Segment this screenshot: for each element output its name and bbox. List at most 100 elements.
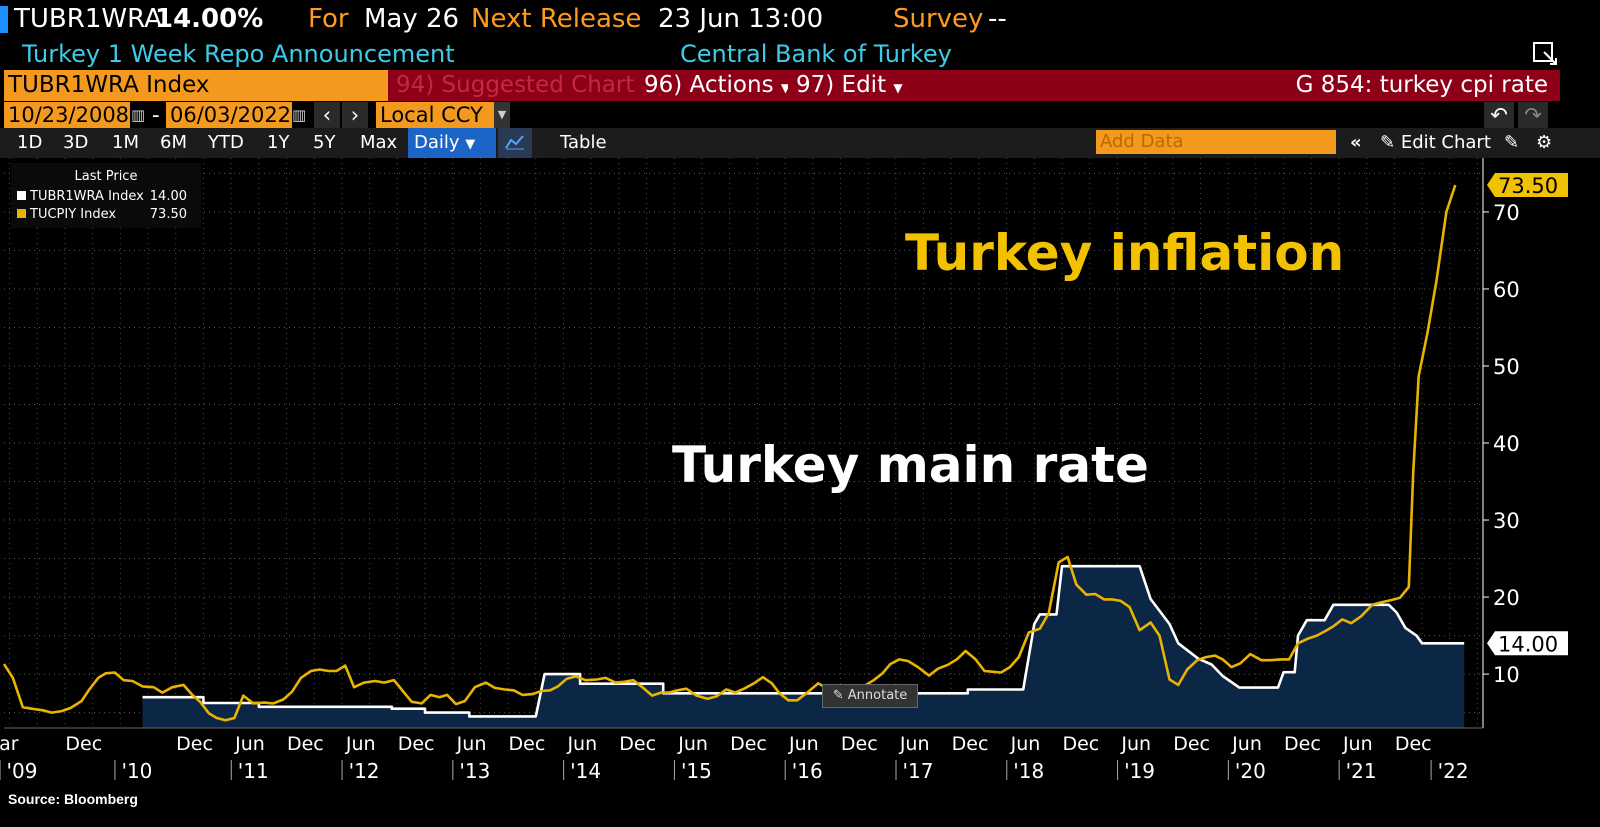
x-tick-label: Jun <box>1010 733 1041 755</box>
legend-value: 14.00 <box>149 189 187 204</box>
x-tick-label: Jun <box>566 733 597 755</box>
period-5y[interactable]: 5Y <box>313 132 336 153</box>
x-year-label: '11 <box>238 759 269 783</box>
for-date: May 26 <box>364 4 460 34</box>
survey-label: Survey <box>893 4 984 34</box>
x-year-label: '13 <box>459 759 490 783</box>
legend-swatch <box>17 209 26 218</box>
ticker-marker <box>0 6 8 33</box>
x-year-label: '09 <box>7 759 38 783</box>
y-tick-label: 10 <box>1493 663 1520 687</box>
calendar-icon[interactable]: ▥ <box>131 106 146 124</box>
chevron-down-icon[interactable]: ▼ <box>494 102 510 128</box>
annotate-button[interactable]: ✎ Annotate <box>822 684 918 708</box>
prev-period-button[interactable]: ‹ <box>314 102 340 128</box>
security-field[interactable]: TUBR1WRA Index <box>4 70 388 101</box>
x-year-label: '19 <box>1124 759 1155 783</box>
y-tick-label: 20 <box>1493 586 1520 610</box>
x-tick-label: Jun <box>677 733 708 755</box>
x-tick-label: Jun <box>1342 733 1373 755</box>
actions-menu[interactable]: 96) Actions ▼ <box>636 70 790 101</box>
series-line-1 <box>2 184 1457 722</box>
period-1y[interactable]: 1Y <box>267 132 290 153</box>
undo-icon[interactable]: ↶ <box>1484 102 1514 128</box>
period-1m[interactable]: 1M <box>112 132 139 153</box>
last-value-box-0 <box>1487 172 1568 197</box>
security-subheader: Turkey 1 Week Repo Announcement Central … <box>0 38 1600 70</box>
x-tick-label: Jun <box>345 733 376 755</box>
x-year-label: '16 <box>792 759 823 783</box>
period-3d[interactable]: 3D <box>63 132 89 153</box>
x-year-label: '17 <box>903 759 934 783</box>
x-year-label: '20 <box>1235 759 1266 783</box>
end-date-input[interactable]: 06/03/2022 <box>166 102 292 128</box>
x-tick-label: Dec <box>1062 733 1099 755</box>
suggested-charts-button[interactable]: 94) Suggested Charts <box>388 70 646 101</box>
x-tick-label: Dec <box>841 733 878 755</box>
security-header: TUBR1WRA 14.00% For May 26 Next Release … <box>0 0 1600 38</box>
frequency-label: Daily <box>414 132 460 153</box>
legend: Last Price TUBR1WRA Index 14.00 TUCPIY I… <box>11 163 201 228</box>
line-chart-icon[interactable] <box>498 128 532 158</box>
x-tick-label: Jun <box>1120 733 1151 755</box>
series-line-0 <box>142 564 1465 718</box>
x-tick-label: Dec <box>398 733 435 755</box>
x-year-label: '15 <box>681 759 712 783</box>
chart-canvas: 10 20 30 40 50 60 70 Mar Dec Dec Jun Dec Jun Dec Jun D… <box>0 158 1568 783</box>
last-value-box-1 <box>1487 631 1568 656</box>
series-area-0 <box>142 566 1465 728</box>
y-tick-label: 70 <box>1493 201 1520 225</box>
table-button[interactable]: Table <box>560 132 607 153</box>
legend-swatch <box>17 191 26 200</box>
period-max[interactable]: Max <box>360 132 398 153</box>
legend-label: TUBR1WRA Index <box>30 189 144 204</box>
x-tick-label: Dec <box>730 733 767 755</box>
legend-value: 73.50 <box>149 207 187 222</box>
chart-name-bar: G 854: turkey cpi rate <box>904 70 1560 101</box>
x-tick-label: Jun <box>1231 733 1262 755</box>
gear-icon[interactable]: ⚙ <box>1536 132 1553 153</box>
last-value-labels: 73.50 14.00 <box>1487 172 1568 656</box>
inflation-annotation: Turkey inflation <box>905 224 1344 282</box>
x-tick-label: Jun <box>788 733 819 755</box>
collapse-icon[interactable]: « <box>1350 132 1362 153</box>
calendar-icon[interactable]: ▥ <box>292 106 307 124</box>
chart-toolbar: 1D 3D 1M 6M YTD 1Y 5Y Max Daily ▼ Table … <box>0 128 1600 158</box>
redo-icon[interactable]: ↷ <box>1518 102 1548 128</box>
x-tick-label: Jun <box>899 733 930 755</box>
next-period-button[interactable]: › <box>342 102 368 128</box>
legend-item-cpi: TUCPIY Index 73.50 <box>17 207 195 222</box>
security-description: Turkey 1 Week Repo Announcement <box>22 40 455 68</box>
y-tick-label: 30 <box>1493 509 1520 533</box>
edit-chart-button[interactable]: ✎ Edit Chart <box>1380 128 1491 158</box>
currency-select[interactable]: Local CCY <box>376 102 494 128</box>
x-year-label: '22 <box>1438 759 1469 783</box>
y-axis: 10 20 30 40 50 60 70 <box>1483 201 1520 687</box>
start-date-input[interactable]: 10/23/2008 <box>4 102 130 128</box>
y-tick-label: 40 <box>1493 432 1520 456</box>
source-name: Central Bank of Turkey <box>680 40 952 68</box>
period-1d[interactable]: 1D <box>17 132 43 153</box>
actions-label: 96) Actions <box>644 72 774 98</box>
period-6m[interactable]: 6M <box>160 132 187 153</box>
edit-menu[interactable]: 97) Edit ▼ <box>788 70 906 101</box>
for-label: For <box>308 4 349 34</box>
last-value-label-0: 73.50 <box>1498 174 1558 198</box>
last-value: 14.00% <box>155 4 264 34</box>
add-data-input[interactable]: Add Data <box>1096 130 1336 154</box>
next-release-date: 23 Jun 13:00 <box>658 4 824 34</box>
period-ytd[interactable]: YTD <box>208 132 244 153</box>
ticker: TUBR1WRA <box>14 4 162 34</box>
x-tick-label: Dec <box>65 733 102 755</box>
legend-item-rate: TUBR1WRA Index 14.00 <box>17 189 195 204</box>
chart-settings-edit-icon[interactable]: ✎ <box>1504 132 1520 153</box>
frequency-select[interactable]: Daily ▼ <box>408 128 496 158</box>
edit-label: 97) Edit <box>796 72 887 98</box>
x-tick-label: Dec <box>509 733 546 755</box>
date-separator: - <box>152 103 160 127</box>
legend-title: Last Price <box>74 169 138 184</box>
x-tick-label: Dec <box>287 733 324 755</box>
add-data-placeholder: Add Data <box>1100 131 1184 152</box>
x-year-label: '14 <box>570 759 601 783</box>
popout-icon[interactable] <box>1532 40 1558 66</box>
